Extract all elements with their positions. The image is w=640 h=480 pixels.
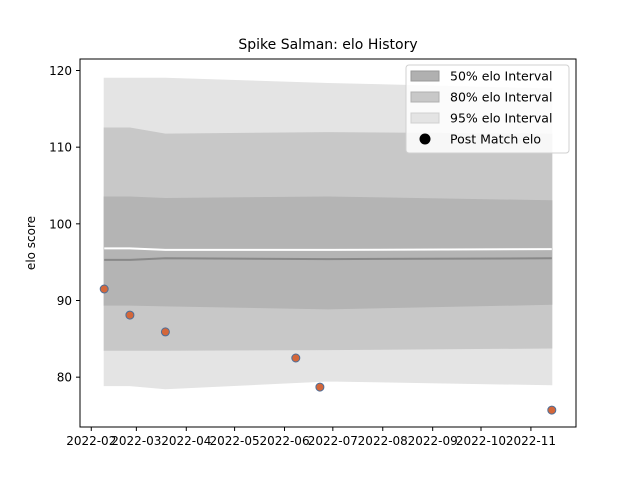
y-axis-label: elo score: [24, 216, 38, 270]
legend: 50% elo Interval 80% elo Interval 95% elo …: [405, 64, 570, 154]
x-tick-label: 2022-04: [161, 434, 211, 448]
x-tick-label: 2022-09: [408, 434, 458, 448]
post-match-point: [125, 310, 135, 320]
x-tick-label: 2022-06: [259, 434, 309, 448]
post-match-point: [99, 284, 109, 294]
post-match-points: [99, 284, 557, 415]
x-tick-label: 2022-03: [111, 434, 161, 448]
legend-swatch: [410, 112, 440, 124]
legend-label: 95% elo Interval: [450, 111, 552, 126]
chart-title: Spike Salman: elo History: [238, 37, 417, 53]
x-tick-label: 2022-11: [506, 434, 556, 448]
x-tick-label: 2022-10: [456, 434, 506, 448]
upper-white-line: [104, 247, 552, 251]
y-tick-label: 90: [57, 294, 72, 308]
legend-swatch: [410, 70, 440, 82]
y-tick-label: 110: [49, 141, 72, 155]
post-match-point: [315, 382, 325, 392]
y-tick-label: 120: [49, 64, 72, 78]
post-match-point: [160, 327, 170, 337]
x-tick-label: 2022-07: [308, 434, 358, 448]
legend-label: 80% elo Interval: [450, 90, 552, 105]
y-axis: 80 90 100 110 120: [49, 64, 80, 385]
interval-lines: [104, 247, 552, 261]
x-tick-label: 2022-08: [358, 434, 408, 448]
y-tick-label: 100: [49, 217, 72, 231]
x-tick-label: 2022-02: [66, 434, 116, 448]
band-50-interval: [103, 196, 553, 310]
mean-elo-line: [104, 257, 552, 261]
legend-box: [405, 64, 570, 154]
interval-bands: [103, 77, 553, 390]
post-match-point: [547, 405, 557, 415]
x-tick-label: 2022-05: [210, 434, 260, 448]
legend-swatch: [410, 91, 440, 103]
post-match-point: [291, 353, 301, 363]
plot-frame: [79, 58, 577, 428]
legend-label: Post Match elo: [450, 132, 541, 147]
y-tick-label: 80: [57, 371, 72, 385]
legend-marker: [419, 133, 431, 145]
legend-label: 50% elo Interval: [450, 69, 552, 84]
